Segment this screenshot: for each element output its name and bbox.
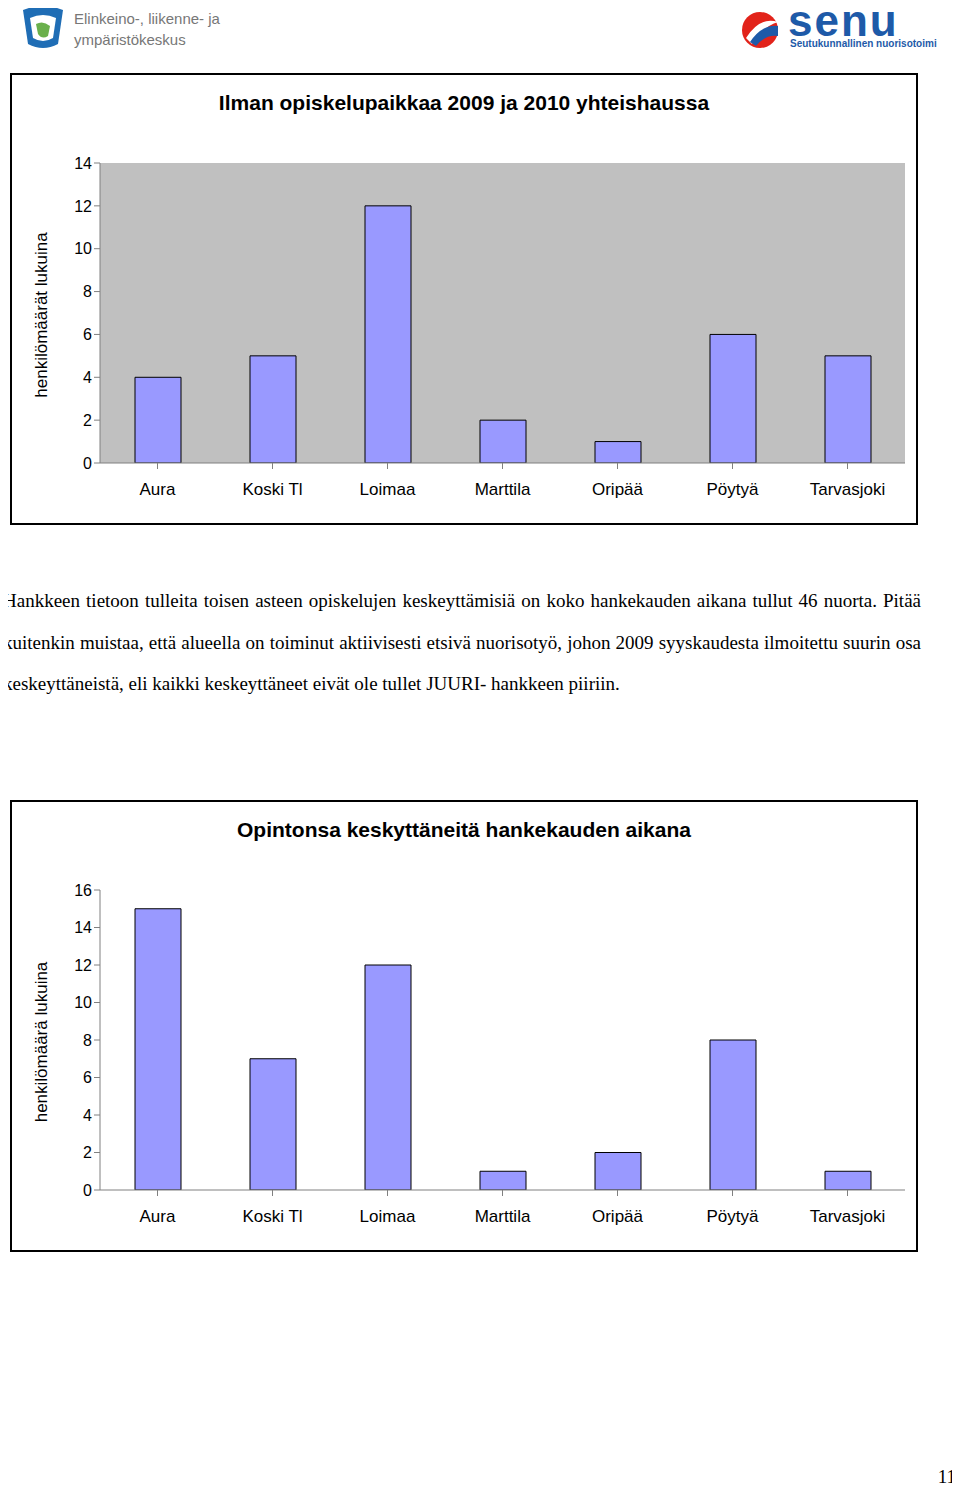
html-text:Elinkeino-, liikenne- ja: Elinkeino-, liikenne- ja	[74, 10, 220, 27]
svg-text:Tarvasjoki: Tarvasjoki	[810, 480, 886, 499]
svg-text:12: 12	[74, 957, 92, 974]
svg-text:4: 4	[83, 1107, 92, 1124]
svg-text:8: 8	[83, 1032, 92, 1049]
svg-text:Koski Tl: Koski Tl	[242, 480, 302, 499]
svg-text:Oripää: Oripää	[592, 1207, 644, 1226]
svg-text:12: 12	[74, 198, 92, 215]
svg-text:6: 6	[83, 326, 92, 343]
svg-text:0: 0	[83, 455, 92, 472]
svg-text:Loimaa: Loimaa	[360, 480, 416, 499]
svg-text:Koski Tl: Koski Tl	[242, 1207, 302, 1226]
html-text:henkilömäärät lukuina: henkilömäärät lukuina	[32, 232, 51, 398]
svg-text:16: 16	[74, 882, 92, 899]
svg-text:6: 6	[83, 1069, 92, 1086]
svg-text:2: 2	[83, 1144, 92, 1161]
svg-text:14: 14	[74, 919, 92, 936]
html-text:Seutukunnallinen nuorisotoimi: Seutukunnallinen nuorisotoimi	[790, 38, 937, 49]
svg-text:Marttila: Marttila	[475, 1207, 531, 1226]
svg-text:2: 2	[83, 412, 92, 429]
svg-text:Marttila: Marttila	[475, 480, 531, 499]
svg-text:Aura: Aura	[140, 480, 176, 499]
svg-text:14: 14	[74, 155, 92, 172]
svg-text:10: 10	[74, 240, 92, 257]
html-text:Opintonsa keskyttäneitä hankek: Opintonsa keskyttäneitä hankekauden aika…	[237, 818, 691, 841]
html-text:11: 11	[937, 1466, 956, 1487]
svg-text:4: 4	[83, 369, 92, 386]
svg-text:Pöytyä: Pöytyä	[707, 480, 760, 499]
svg-text:Tarvasjoki: Tarvasjoki	[810, 1207, 886, 1226]
svg-text:0: 0	[83, 1182, 92, 1199]
svg-text:10: 10	[74, 994, 92, 1011]
svg-text:Loimaa: Loimaa	[360, 1207, 416, 1226]
svg-text:Aura: Aura	[140, 1207, 176, 1226]
svg-text:Oripää: Oripää	[592, 480, 644, 499]
svg-text:Pöytyä: Pöytyä	[707, 1207, 760, 1226]
svg-text:8: 8	[83, 283, 92, 300]
html-text:Hankkeen tietoon tulleita tois: Hankkeen tietoon tulleita toisen asteen …	[3, 590, 921, 694]
html-text:Ilman opiskelupaikkaa 2009 ja: Ilman opiskelupaikkaa 2009 ja 2010 yhtei…	[218, 91, 710, 114]
html-text:henkilömäärä lukuina: henkilömäärä lukuina	[32, 961, 51, 1123]
html-text:ympäristökeskus: ympäristökeskus	[74, 31, 186, 48]
